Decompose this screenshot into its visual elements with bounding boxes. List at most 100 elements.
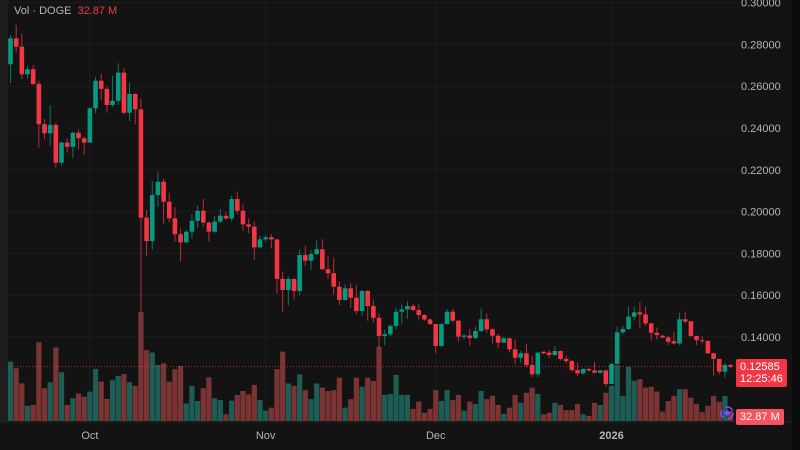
candle-body: [115, 72, 121, 101]
volume-bar: [546, 412, 552, 421]
volume-bar: [461, 410, 467, 421]
time-axis[interactable]: [0, 423, 792, 450]
candle-body: [473, 330, 478, 339]
volume-bar: [251, 384, 257, 421]
volume-bar: [325, 391, 331, 421]
candle-body: [518, 353, 524, 358]
volume-bar: [682, 389, 688, 421]
candle-body: [240, 210, 246, 225]
candle-body: [320, 249, 325, 270]
volume-legend: Vol · DOGE 32.87 M: [14, 5, 117, 17]
volume-bar: [274, 369, 280, 421]
candle-body: [354, 297, 359, 312]
candle-body: [444, 311, 450, 325]
candle-body: [388, 325, 393, 335]
volume-bar: [365, 377, 371, 421]
legend-label: Vol · DOGE: [14, 5, 72, 17]
last-price-tag: 0.12585 12:25:46: [736, 358, 787, 387]
candle-body: [416, 310, 422, 316]
volume-bar: [535, 394, 541, 421]
candle-body: [682, 319, 688, 322]
indicator-icon[interactable]: [720, 406, 734, 420]
candle-body: [189, 220, 195, 232]
volume-bar: [591, 402, 598, 421]
price-axis-labels: 0.30000 0.28000 0.26000 0.24000 0.22000 0.200…: [741, 0, 781, 344]
volume-bar: [370, 381, 376, 421]
candle-body: [93, 80, 98, 109]
candle-body: [393, 311, 399, 326]
candle-body: [47, 124, 53, 134]
candle-body: [376, 317, 382, 336]
candle-body: [348, 288, 353, 298]
candle-body: [178, 234, 183, 243]
volume-bar: [13, 368, 19, 421]
candle-body: [257, 239, 263, 248]
candle-body: [558, 351, 563, 359]
volume-bar: [404, 394, 410, 421]
right-edge: [792, 0, 800, 450]
candle-body: [467, 335, 473, 339]
candle-body: [705, 340, 711, 354]
volume-bar: [410, 408, 416, 421]
candle-body: [19, 46, 25, 75]
legend-value: 32.87 M: [77, 5, 118, 17]
volume-bar: [64, 404, 70, 421]
volume-bar: [178, 365, 184, 421]
price-tick-label: 0.18000: [741, 248, 781, 260]
candle-body: [592, 370, 597, 373]
volume-bar: [41, 388, 48, 421]
volume-bar: [149, 352, 155, 421]
candle-body: [399, 309, 405, 312]
price-tick-label: 0.26000: [741, 81, 781, 93]
candle-body: [603, 370, 609, 385]
time-axis-labels: Oct Nov Dec 2026: [81, 430, 623, 442]
candle-body: [563, 358, 569, 362]
candle-body: [512, 349, 518, 358]
candle-body: [450, 311, 456, 321]
candle-body: [25, 69, 30, 75]
volume-bar: [217, 400, 223, 421]
candle-body: [229, 199, 234, 219]
price-tick-label: 0.28000: [741, 39, 781, 51]
candle-body: [433, 324, 439, 346]
volume-bar: [30, 404, 36, 421]
volume-bar: [399, 394, 405, 421]
price-axis[interactable]: [735, 0, 792, 422]
candle-body: [626, 316, 631, 330]
time-tick-label: 2026: [599, 430, 623, 442]
candle-body: [631, 312, 637, 317]
candle-body: [410, 306, 416, 311]
candle-body: [286, 278, 291, 290]
volume-bar: [625, 366, 632, 421]
candle-body: [580, 368, 586, 374]
volume-bar: [574, 404, 581, 421]
volume-bar: [603, 392, 609, 421]
volume-bar: [501, 414, 507, 421]
candle-body: [337, 286, 342, 301]
volume-bar: [506, 407, 513, 421]
volume-bar: [172, 369, 178, 421]
volume-bar: [308, 399, 314, 421]
candle-body: [308, 254, 314, 261]
candle-body: [665, 337, 671, 342]
volume-bar: [597, 404, 603, 421]
candle-body: [104, 88, 110, 106]
volume-bar: [53, 347, 59, 421]
volume-bar: [444, 390, 450, 421]
volume-bar: [438, 401, 445, 421]
candle-body: [728, 365, 733, 367]
volume-bar: [291, 385, 297, 421]
left-toolbar-strip: [0, 0, 8, 422]
candle-body: [183, 231, 189, 243]
candle-body: [529, 365, 535, 375]
volume-bar: [518, 402, 524, 421]
candle-body: [461, 335, 467, 337]
candle-body: [36, 83, 42, 125]
candles: [8, 24, 733, 387]
price-tick-label: 0.30000: [741, 0, 781, 10]
candle-body: [552, 351, 558, 355]
candle-body: [478, 319, 484, 331]
volume-bar: [478, 391, 484, 421]
candle-body: [314, 249, 319, 255]
